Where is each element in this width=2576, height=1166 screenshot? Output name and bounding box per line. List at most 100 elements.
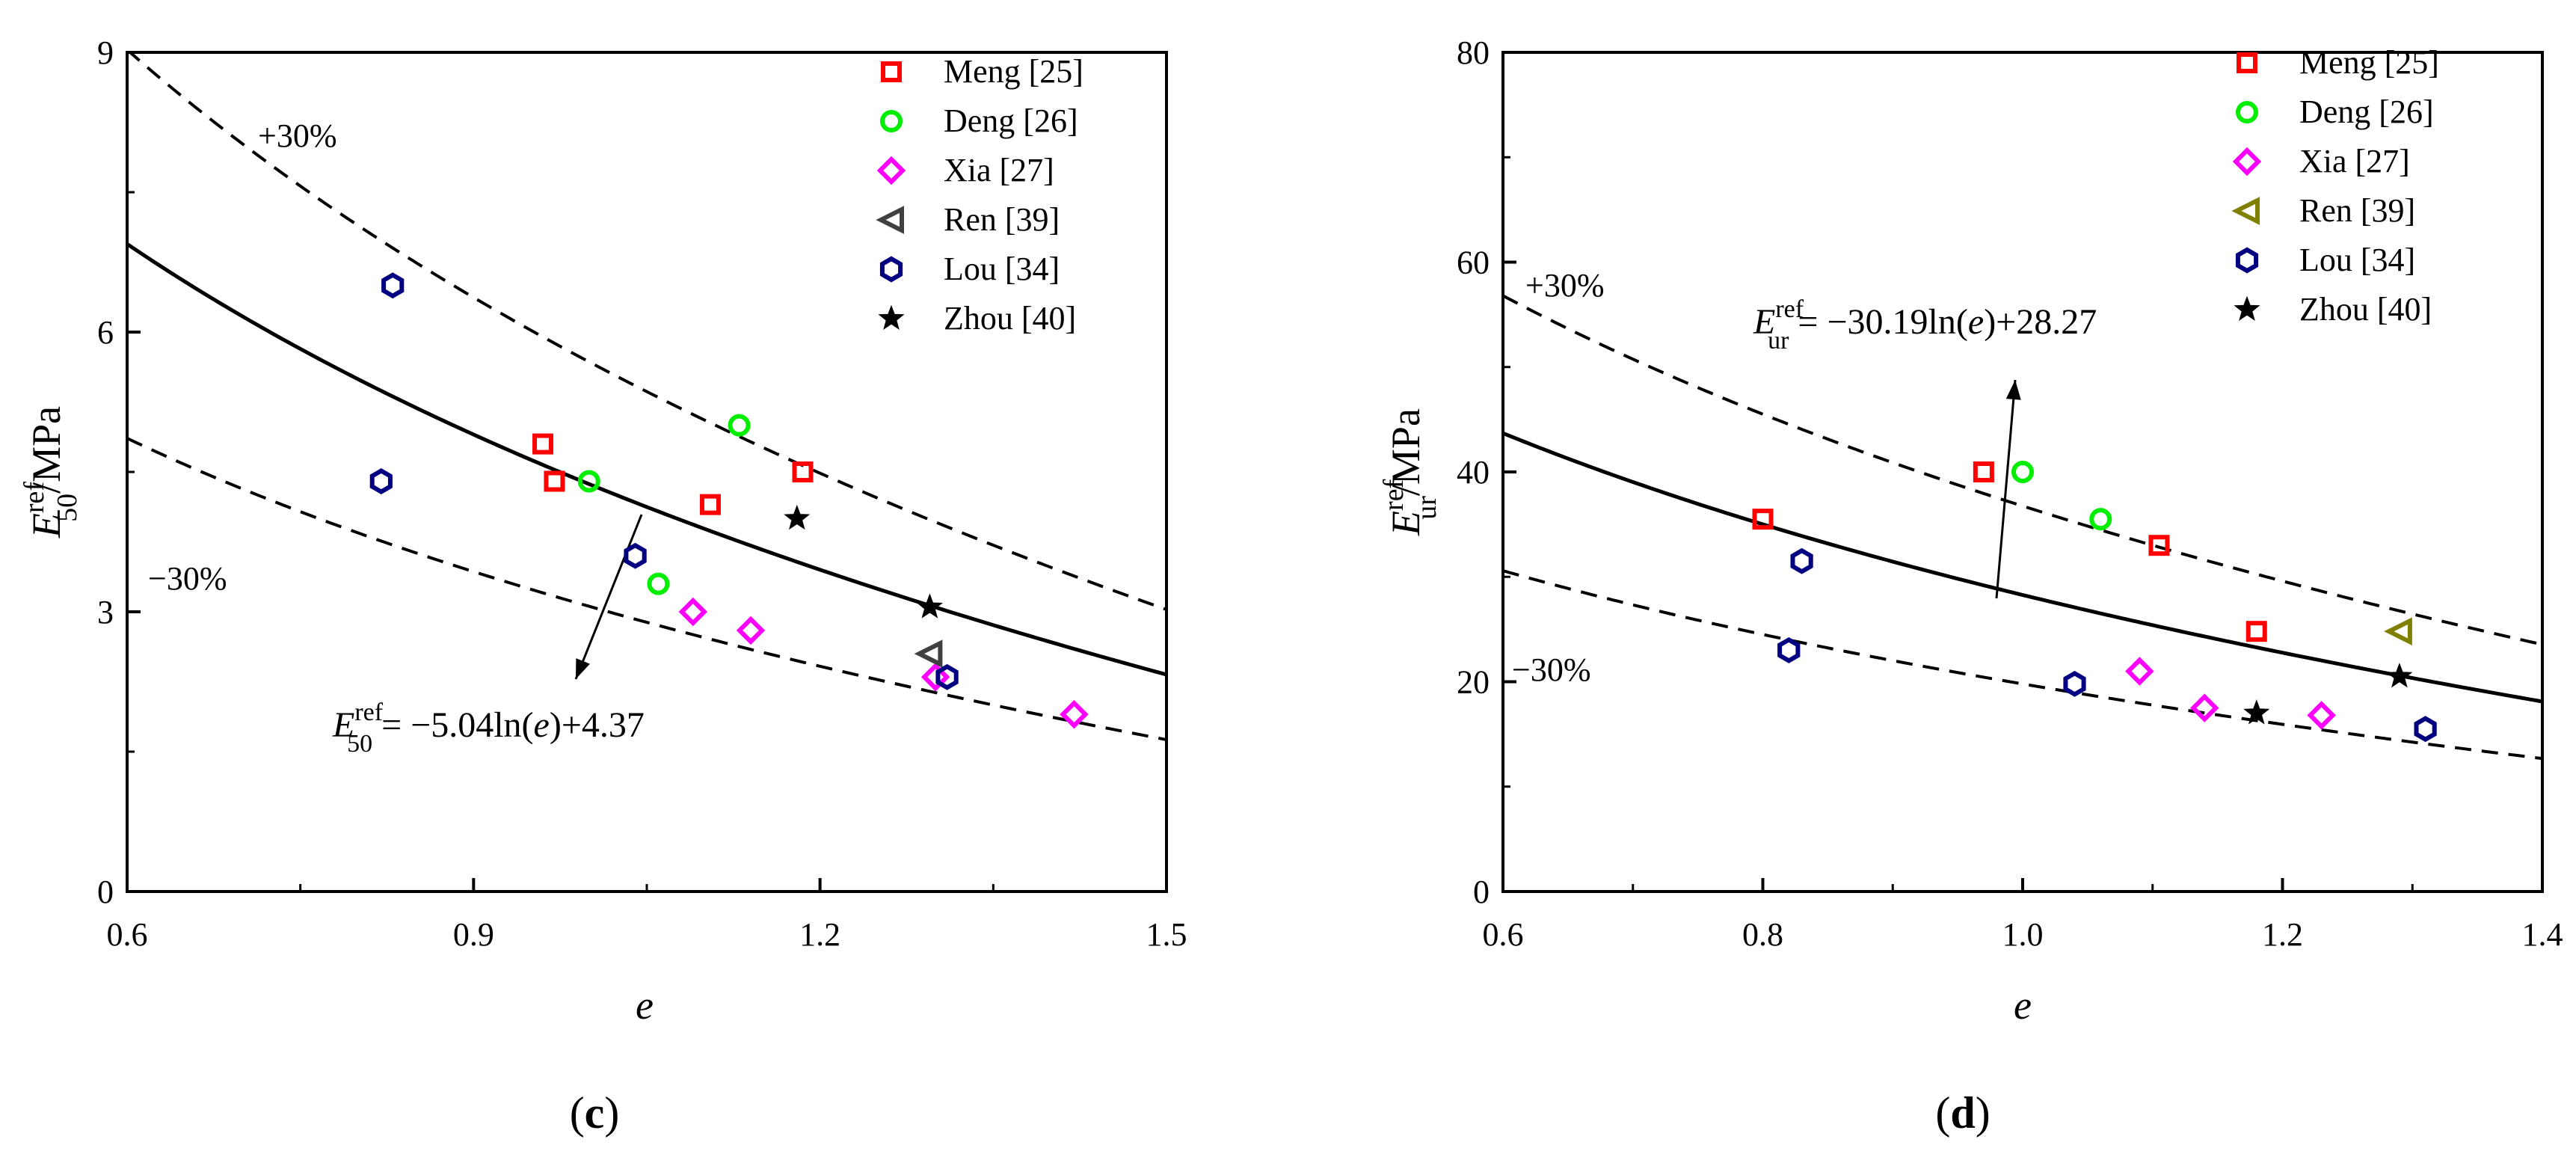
legend-label: Deng [26] [944,102,1078,139]
x-tick-label: 1.2 [2262,916,2303,953]
data-point [1060,699,1089,729]
legend-label: Zhou [40] [944,300,1076,337]
y-label-unit: /MPa [1383,408,1428,496]
panel-label-paren: ( [1935,1088,1950,1138]
series-meng [532,433,814,515]
x-tick-label: 1.5 [1146,916,1187,953]
series-lou [1777,547,2437,743]
y-tick-label: 60 [1457,245,1490,281]
eq-tail: )+28.27 [1984,302,2097,342]
eq-tail: )+4.37 [550,705,645,745]
data-point [1790,547,1813,574]
fit-line [1503,431,2542,704]
x-tick-label: 1.4 [2522,916,2563,953]
data-point [2125,657,2154,686]
fit-equation: Eref 50 = −5.04ln(e)+4.37 [332,699,645,758]
legend-marker [881,61,902,82]
data-point [624,542,647,569]
y-tick-label: 20 [1457,664,1490,701]
data-point [647,572,670,595]
arrow-head [2005,380,2021,400]
panel-label-paren: ) [1976,1088,1991,1138]
data-point [2011,461,2034,483]
x-tick-label: 1.0 [2002,916,2044,953]
y-tick-label: 0 [97,874,114,910]
lower-band-label: −30% [1512,651,1590,688]
y-label-sup: ref [19,482,50,514]
data-point [2414,716,2437,743]
panel-label-letter: d [1950,1088,1975,1138]
legend-label: Ren [39] [944,201,1060,238]
series-zhou [2243,663,2413,725]
fit-curves [1503,294,2542,761]
data-point [369,468,393,494]
data-point [2243,699,2270,725]
eq-sub: ur [1768,327,1789,355]
eq-sub: 50 [347,730,372,758]
data-point [1973,461,1994,482]
upper-bound-line [127,52,1166,611]
y-label-main: E [24,513,69,538]
series-meng [1752,461,2267,642]
legend-marker [2232,147,2262,177]
arrow-shaft [1995,379,2017,599]
legend-label: Lou [34] [2299,242,2415,278]
data-point [544,470,565,492]
legend: Meng [25] Deng [26] Xia [27] Ren [39] Lou [3… [876,53,1083,337]
legend-marker [2237,52,2257,73]
legend-marker [879,256,903,283]
legend-label: Lou [34] [944,251,1060,287]
panel-label: (d) [1935,1088,1990,1138]
upper-band-label: +30% [258,117,336,154]
legend-label: Zhou [40] [2299,291,2432,328]
y-tick-label: 0 [1473,874,1490,910]
upper-bound-line [1503,294,2542,646]
series-xia [678,597,1089,729]
series-lou [369,272,959,690]
legend-marker [878,304,905,330]
eq-sup: ref [1775,295,1804,323]
legend: Meng [25] Deng [26] Xia [27] Ren [39] Lou [3… [2231,44,2439,328]
fit-curves [127,52,1166,741]
data-point [2190,693,2219,722]
y-label-sup: ref [1378,479,1410,511]
series-ren [914,639,943,668]
legend-label: Ren [39] [2299,192,2415,229]
panel-label: (c) [570,1088,620,1138]
legend-marker [2234,295,2260,321]
eq-rest: = −30.19ln( [1789,302,1967,342]
y-label-main: E [1383,511,1428,536]
data-point [792,461,814,482]
chart-panel-d: 0.6 0.8 1.0 1.2 1.4020406080eErefur/MPa+30%−… [1378,34,2563,1138]
lower-bound-line [127,437,1166,741]
x-tick-label: 0.6 [1483,916,1524,953]
eq-sup: ref [354,699,383,726]
legend-label: Xia [27] [944,152,1054,188]
y-tick-label: 3 [97,594,114,630]
panel-label-letter: c [585,1088,605,1138]
legend-marker [880,110,903,132]
arrow-head [576,658,590,679]
data-point [1752,509,1774,530]
y-tick-label: 80 [1457,34,1490,71]
data-point [2148,535,2170,556]
data-point [920,663,950,692]
x-tick-label: 0.8 [1742,916,1783,953]
legend-label: Meng [25] [2299,44,2439,81]
x-tick-label: 0.6 [107,916,148,953]
fit-line [127,242,1166,677]
y-tick-label: 40 [1457,454,1490,491]
series-deng [577,414,751,595]
data-point [2307,701,2336,730]
y-label-sub: ur [1411,496,1442,520]
series-deng [2011,461,2112,531]
series-ren [2384,617,2412,646]
data-point [532,433,553,455]
x-axis-label: e [636,983,654,1028]
y-label-unit: /MPa [24,406,69,494]
legend-marker [2236,101,2258,123]
legend-marker [2235,247,2259,274]
data-point [2089,508,2112,531]
